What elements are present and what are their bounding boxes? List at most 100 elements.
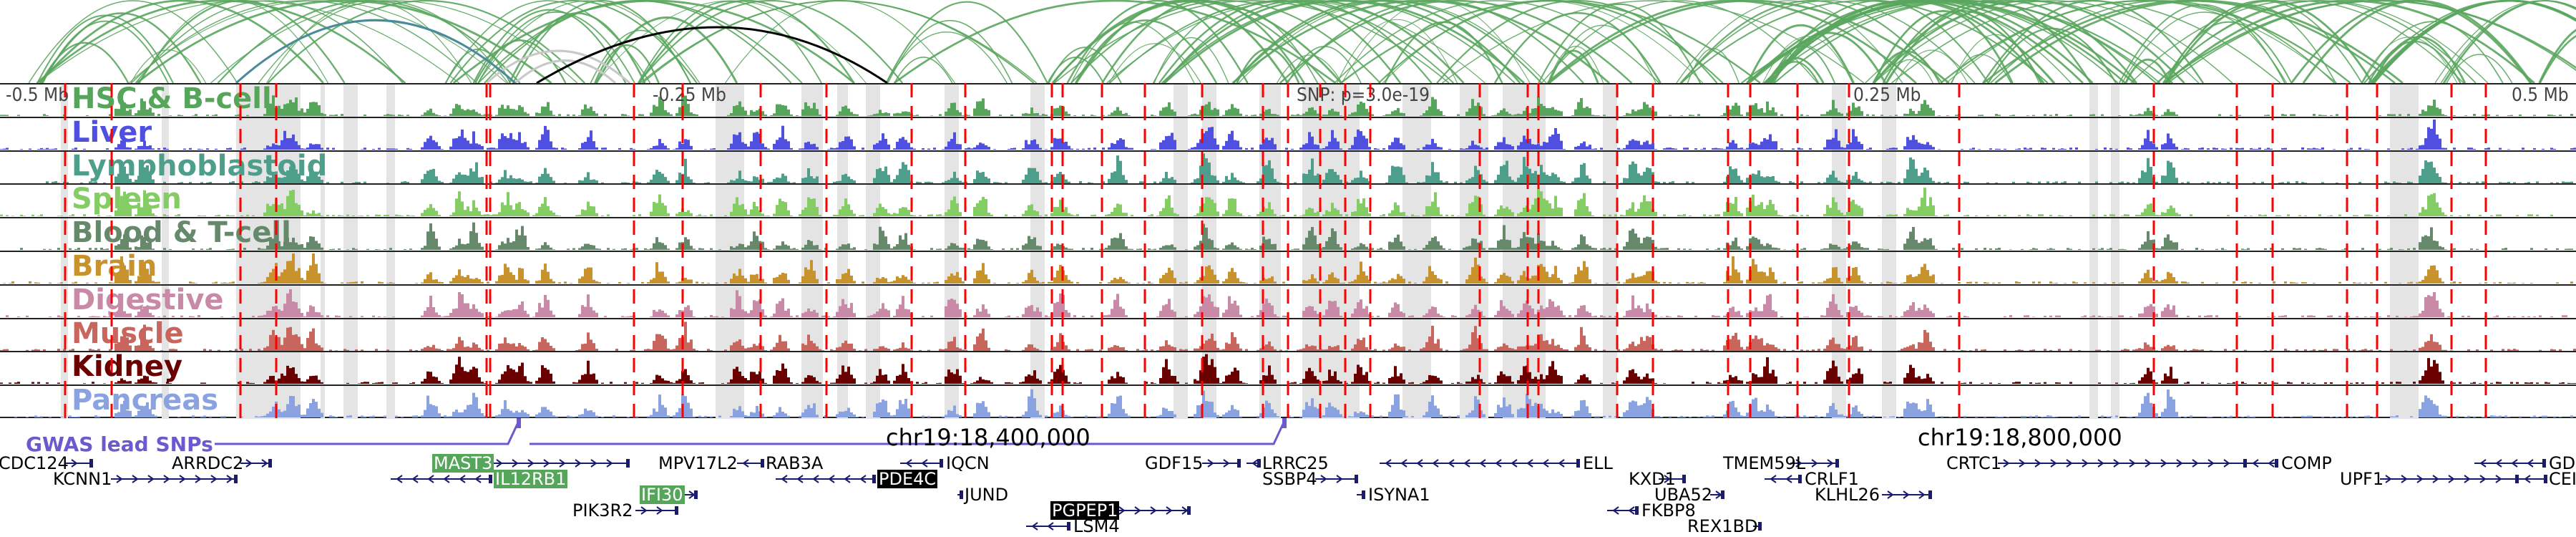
gene-model[interactable] <box>240 459 272 468</box>
gene-model[interactable] <box>1113 506 1191 515</box>
enhancer-shade <box>386 84 395 117</box>
gene-label-cers1[interactable]: CEI <box>2549 469 2576 489</box>
gene-label-tmem59l[interactable]: TMEM59L <box>1723 453 1806 473</box>
signal-tracks-panel: HSC & B-cell Liver Lymphoblastoid Spleen… <box>0 82 2576 420</box>
gene-label-ifi30[interactable]: IFI30 <box>640 485 685 505</box>
interaction-arc <box>1548 0 1950 83</box>
gene-model[interactable] <box>111 475 238 483</box>
gene-label-klhl26[interactable]: KLHL26 <box>1815 485 1880 505</box>
enhancer-shade <box>2111 117 2119 151</box>
gwas-snp-marker[interactable] <box>517 418 521 428</box>
gene-model[interactable] <box>1357 490 1365 499</box>
gene-label-pgpep1[interactable]: PGPEP1 <box>1050 500 1120 521</box>
gene-label-lrrc25[interactable]: LRRC25 <box>1262 453 1329 473</box>
chromosome-position-label: chr19:18,400,000 <box>886 424 1091 451</box>
gene-model[interactable] <box>2519 475 2547 483</box>
interaction-arc <box>449 0 698 83</box>
gene-label-pik3r2[interactable]: PIK3R2 <box>572 500 633 521</box>
gene-label-ell[interactable]: ELL <box>1583 453 1613 473</box>
gene-model[interactable] <box>1659 475 1686 483</box>
gene-model[interactable] <box>1790 459 1839 468</box>
enhancer-shade <box>61 218 68 252</box>
enhancer-shade <box>1603 84 1617 117</box>
gene-label-rab3a[interactable]: RAB3A <box>766 453 824 473</box>
enhancer-shade <box>2111 218 2119 252</box>
gene-label-crtc1[interactable]: CRTC1 <box>1946 453 2001 473</box>
gene-label-isyna1[interactable]: ISYNA1 <box>1368 485 1430 505</box>
interaction-arc <box>2539 34 2576 83</box>
gene-label-fkbp8[interactable]: FKBP8 <box>1641 500 1696 521</box>
gene-model[interactable] <box>1246 459 1261 468</box>
interaction-arc <box>1538 4 1702 83</box>
gene-model[interactable] <box>683 490 698 499</box>
signal-bars <box>20 222 2573 251</box>
gene-model[interactable] <box>1315 475 1358 483</box>
gene-label-ssbp4[interactable]: SSBP4 <box>1262 469 1317 489</box>
gene-label-lsm4[interactable]: LSM4 <box>1073 516 1120 536</box>
enhancer-shade <box>1174 352 1188 386</box>
gene-model[interactable] <box>1753 522 1762 531</box>
signal-lymphoblastoid <box>46 151 2573 185</box>
gene-model[interactable] <box>1998 459 2247 468</box>
interaction-arc <box>1047 57 1105 83</box>
gene-model[interactable] <box>2474 459 2546 468</box>
enhancer-shade <box>2390 386 2419 420</box>
enhancer-shade <box>2111 319 2119 352</box>
gene-model[interactable] <box>1882 490 1932 499</box>
track-kidney: Kidney <box>0 351 2576 386</box>
gene-label-arrdc2[interactable]: ARRDC2 <box>172 453 244 473</box>
track-label: HSC & B-cell <box>72 82 272 115</box>
gene-label-crlf1[interactable]: CRLF1 <box>1805 469 1859 489</box>
interaction-arc <box>1163 0 1526 83</box>
gene-model[interactable] <box>1380 459 1580 468</box>
gwas-connector <box>215 418 1286 445</box>
gene-label-comp[interactable]: COMP <box>2281 453 2332 473</box>
gene-model[interactable] <box>2247 459 2278 468</box>
enhancer-shade <box>1174 319 1188 352</box>
gene-model[interactable] <box>957 490 963 499</box>
gene-label-rex1bd[interactable]: REX1BD <box>1687 516 1758 536</box>
interaction-arc <box>1676 0 1903 83</box>
interaction-arc <box>2130 0 2464 83</box>
gene-label-kcnn1[interactable]: KCNN1 <box>53 469 112 489</box>
signal-liver <box>0 117 2576 151</box>
gene-model[interactable] <box>1765 475 1802 483</box>
enhancer-shade <box>2111 185 2119 218</box>
enhancer-shade <box>343 151 358 185</box>
gene-model[interactable] <box>66 459 93 468</box>
gene-label-gdf15[interactable]: GDF15 <box>1145 453 1204 473</box>
gene-label-upf1[interactable]: UPF1 <box>2340 469 2384 489</box>
interaction-arc <box>1885 59 1933 83</box>
gene-model[interactable] <box>1202 459 1241 468</box>
gene-model[interactable] <box>491 459 630 468</box>
gene-label-kxd1[interactable]: KXD1 <box>1629 469 1676 489</box>
gene-model[interactable] <box>1710 490 1724 499</box>
interaction-arc <box>1075 0 1289 83</box>
interaction-arc <box>1277 54 1342 83</box>
enhancer-shade <box>1882 319 1896 352</box>
interaction-arcs <box>28 0 2576 83</box>
gene-label-cdc124[interactable]: CDC124 <box>0 453 69 473</box>
gene-model[interactable] <box>1026 522 1070 531</box>
gene-label-iqcn[interactable]: IQCN <box>946 453 990 473</box>
gene-label-mpv17l2[interactable]: MPV17L2 <box>658 453 738 473</box>
gene-model[interactable] <box>635 506 678 515</box>
gene-model[interactable] <box>391 475 492 483</box>
enhancer-shade <box>1030 84 1045 117</box>
gene-model[interactable] <box>2380 475 2519 483</box>
gene-model[interactable] <box>776 475 876 483</box>
gwas-snp-marker[interactable] <box>1282 418 1287 428</box>
gene-model[interactable] <box>1607 506 1639 515</box>
gene-label-mast3[interactable]: MAST3 <box>432 453 494 473</box>
enhancer-shade <box>1832 218 1846 252</box>
gene-label-gdf1[interactable]: GDI <box>2549 453 2576 473</box>
interaction-arc <box>128 0 507 83</box>
gene-model[interactable] <box>900 459 943 468</box>
track-liver: Liver <box>0 116 2576 151</box>
gene-label-pde4c[interactable]: PDE4C <box>877 469 938 489</box>
gene-label-uba52[interactable]: UBA52 <box>1654 485 1712 505</box>
enhancer-shade <box>2089 285 2098 319</box>
gene-label-jund[interactable]: JUND <box>965 485 1009 505</box>
gene-label-il12rb1[interactable]: IL12RB1 <box>494 469 568 489</box>
gene-model[interactable] <box>737 459 764 468</box>
